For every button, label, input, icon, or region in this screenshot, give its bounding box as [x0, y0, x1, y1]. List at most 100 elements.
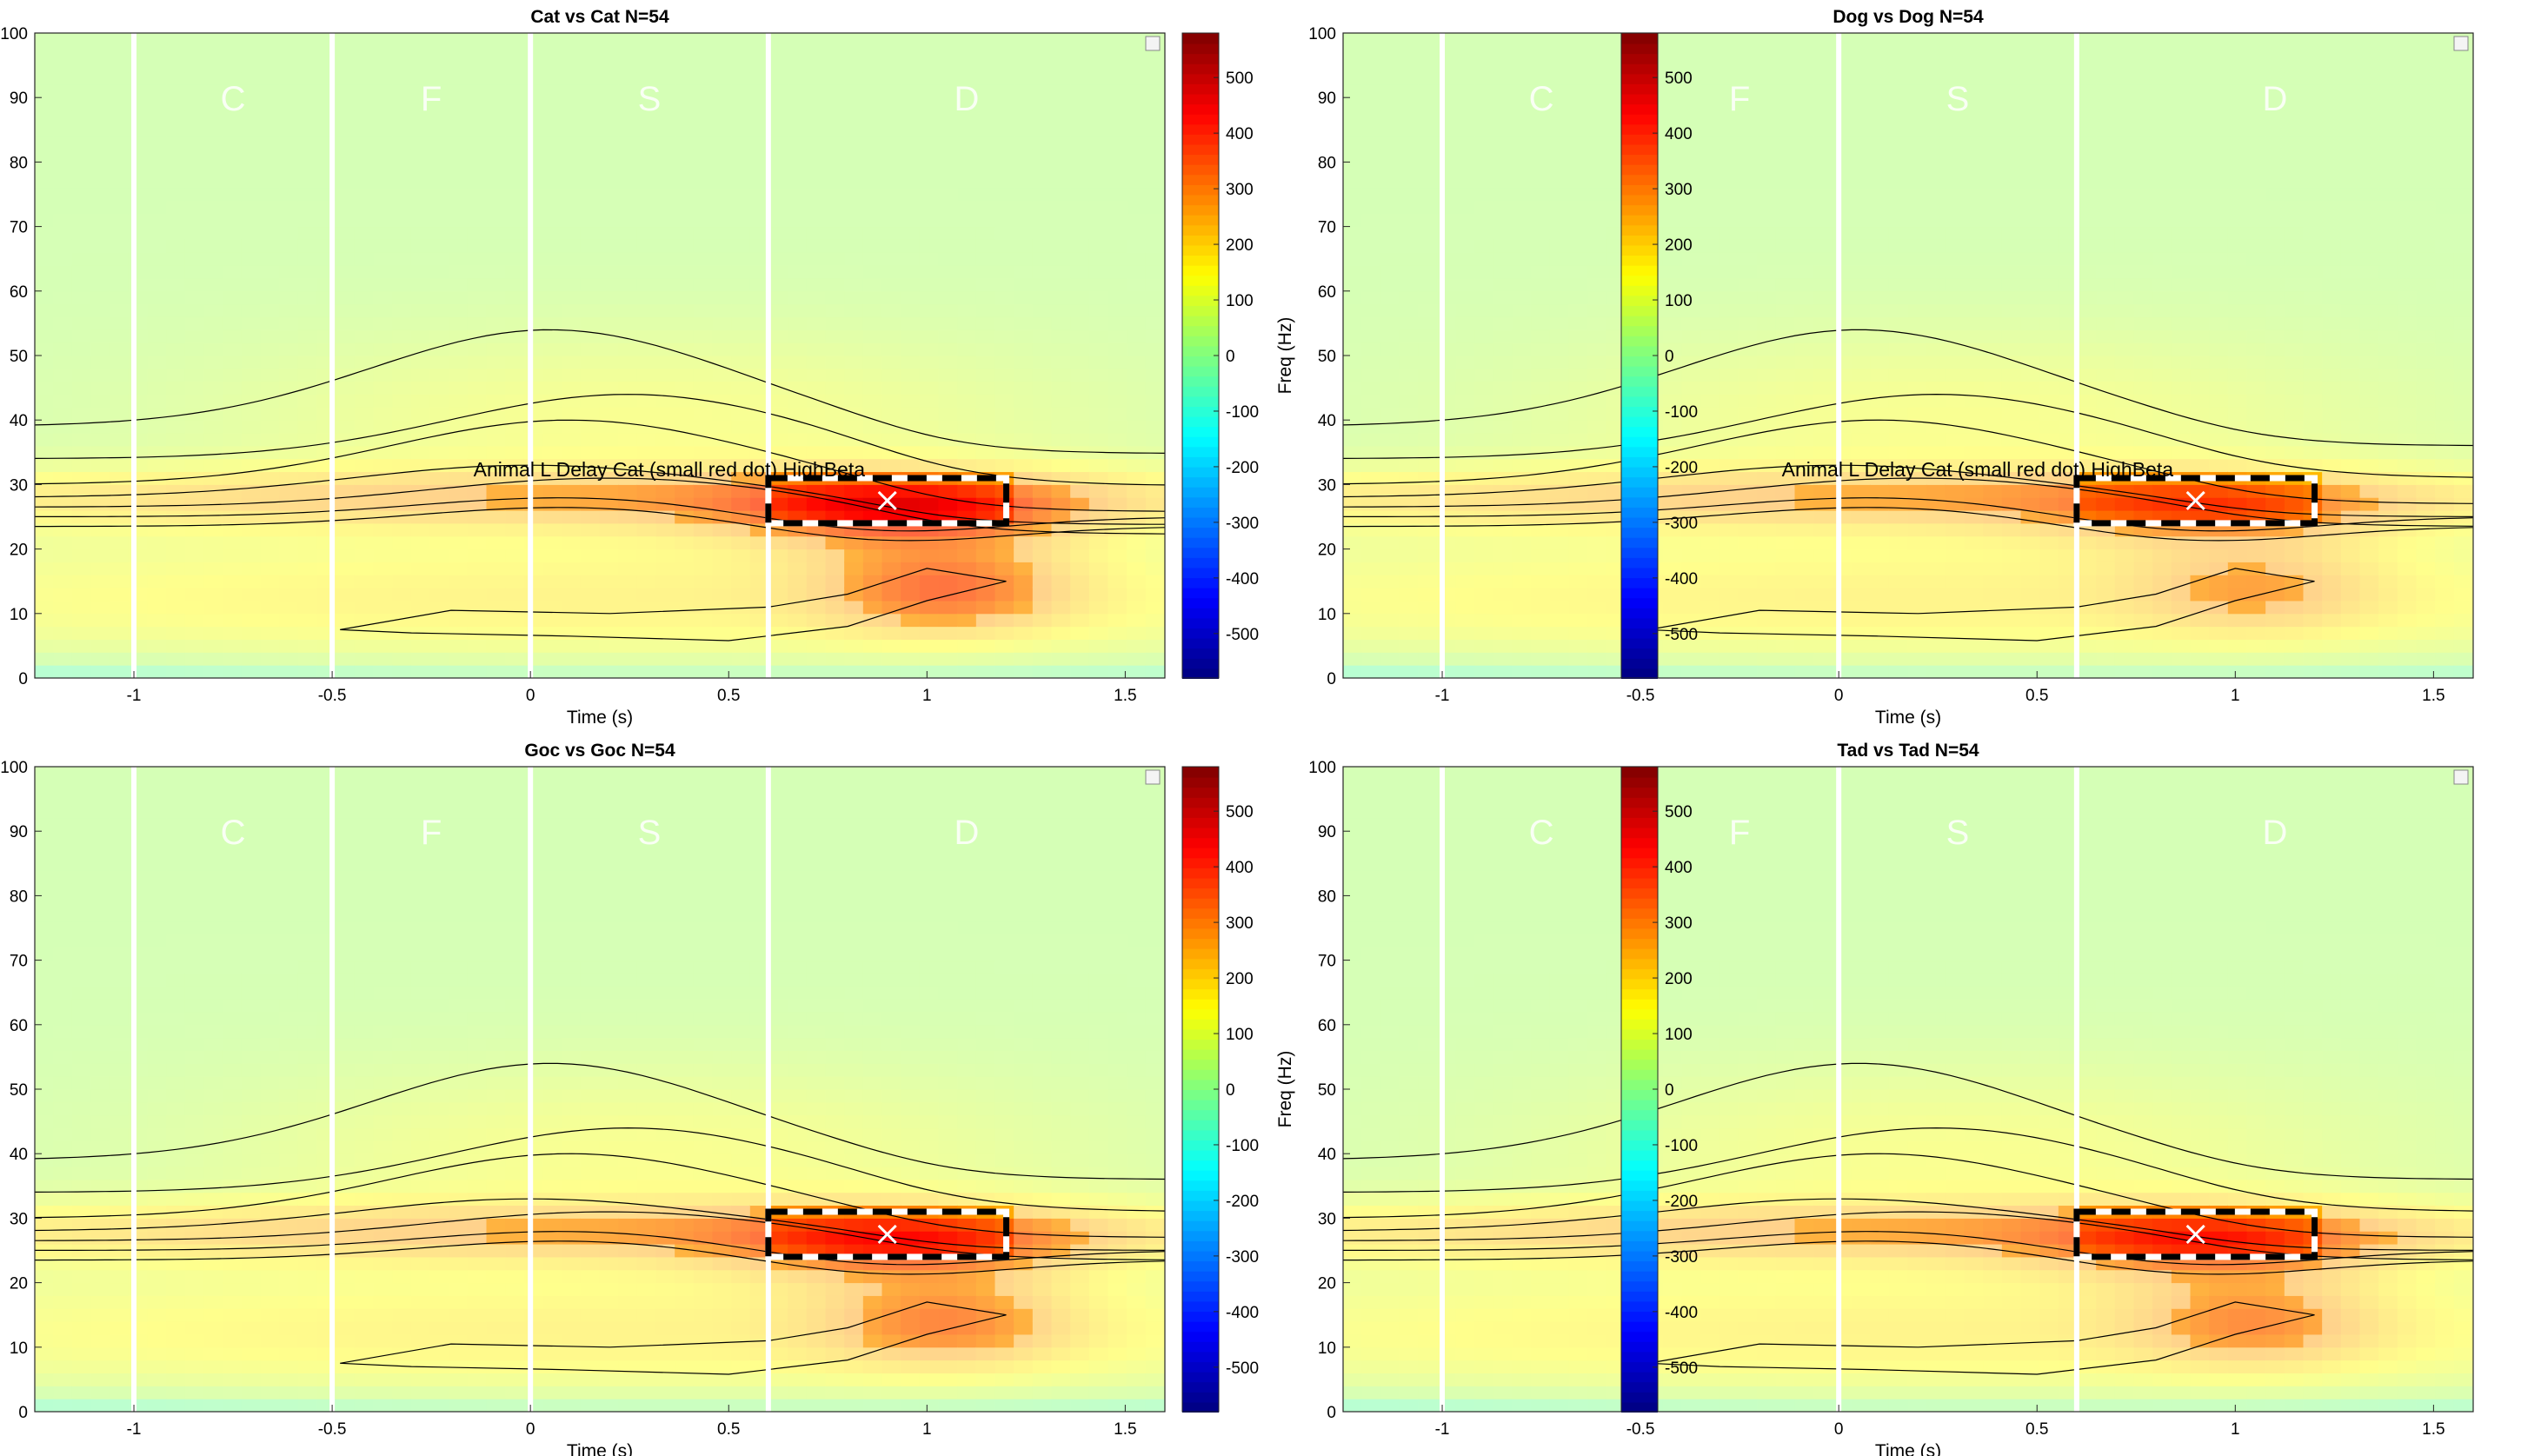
heatmap-cell [1719, 355, 1739, 369]
heatmap-cell [1870, 368, 1890, 382]
heatmap-cell [241, 96, 262, 111]
heatmap-cell [505, 136, 525, 150]
heatmap-cell [166, 613, 186, 628]
heatmap-cell [542, 471, 563, 485]
heatmap-cell [71, 574, 92, 588]
heatmap-cell [994, 200, 1015, 215]
heatmap-cell [1888, 664, 1909, 679]
heatmap-cell [1738, 149, 1759, 163]
heatmap-cell [1108, 574, 1128, 588]
heatmap-cell [184, 496, 205, 511]
heatmap-cell [1587, 238, 1607, 253]
heatmap-cell [1775, 587, 1796, 602]
heatmap-cell [1587, 394, 1607, 408]
heatmap-cell [825, 226, 846, 240]
heatmap-cell [373, 613, 394, 628]
heatmap-cell [1531, 136, 1551, 150]
heatmap-cell [1380, 445, 1400, 460]
heatmap-cell [731, 613, 751, 628]
heatmap-cell [975, 316, 996, 330]
heatmap-cell [1108, 161, 1128, 176]
heatmap-cell [693, 303, 714, 317]
heatmap-cell [1700, 136, 1720, 150]
expand-icon[interactable] [1145, 36, 1161, 51]
heatmap-cell [1051, 638, 1072, 653]
heatmap-cell [2001, 303, 2022, 317]
heatmap-cell [336, 290, 356, 305]
heatmap-cell [881, 458, 902, 473]
heatmap-cell [336, 200, 356, 215]
heatmap-cell [1070, 600, 1090, 615]
heatmap-cell [1108, 213, 1128, 228]
heatmap-cell [675, 83, 695, 98]
heatmap-cell [241, 187, 262, 202]
heatmap-cell [505, 613, 525, 628]
heatmap-cell [825, 303, 846, 317]
heatmap-cell [90, 664, 111, 679]
heatmap-cell [110, 561, 130, 575]
heatmap-cell [919, 110, 940, 124]
heatmap-cell [788, 277, 808, 292]
heatmap-cell [1832, 613, 1853, 628]
heatmap-cell [901, 238, 921, 253]
heatmap-cell [1983, 123, 2003, 137]
heatmap-cell [241, 32, 262, 47]
heatmap-cell [542, 213, 563, 228]
heatmap-cell [1945, 381, 1966, 396]
heatmap-cell [1014, 664, 1034, 679]
heatmap-cell [1418, 368, 1438, 382]
heatmap-cell [467, 200, 488, 215]
heatmap-cell [994, 277, 1015, 292]
heatmap-cell [1832, 355, 1853, 369]
heatmap-cell [618, 71, 638, 85]
heatmap-cell [1945, 303, 1966, 317]
heatmap-cell [825, 58, 846, 73]
heatmap-cell [184, 174, 205, 189]
heatmap-cell [1014, 638, 1034, 653]
heatmap-cell [562, 432, 582, 447]
heatmap-cell [90, 368, 111, 382]
heatmap-cell [1587, 303, 1607, 317]
heatmap-cell [1455, 432, 1476, 447]
heatmap-cell [1794, 316, 1815, 330]
heatmap-cell [467, 45, 488, 60]
heatmap-cell [147, 574, 168, 588]
heatmap-cell [1014, 342, 1034, 356]
heatmap-cell [881, 419, 902, 434]
heatmap-cell [1127, 355, 1147, 369]
heatmap-cell [2001, 329, 2022, 343]
heatmap-cell [34, 110, 55, 124]
heatmap-cell [1512, 535, 1533, 550]
heatmap-cell [373, 110, 394, 124]
heatmap-cell [1418, 432, 1438, 447]
heatmap-cell [449, 251, 469, 266]
heatmap-cell [1455, 368, 1476, 382]
heatmap-cell [354, 406, 375, 421]
heatmap-cell [675, 161, 695, 176]
heatmap-cell [1531, 381, 1551, 396]
heatmap-cell [1088, 290, 1109, 305]
heatmap-cell [1014, 406, 1034, 421]
heatmap-cell [1851, 483, 1872, 498]
heatmap-cell [1775, 71, 1796, 85]
heatmap-cell [675, 238, 695, 253]
heatmap-cell [806, 161, 827, 176]
heatmap-cell [1108, 238, 1128, 253]
heatmap-cell [34, 200, 55, 215]
heatmap-cell [655, 355, 676, 369]
heatmap-cell [975, 419, 996, 434]
heatmap-cell [768, 32, 789, 47]
colorbar-segment [1182, 73, 1219, 84]
heatmap-cell [279, 187, 299, 202]
heatmap-cell [279, 664, 299, 679]
heatmap-cell [655, 587, 676, 602]
heatmap-cell [542, 483, 563, 498]
heatmap-cell [410, 394, 431, 408]
heatmap-cell [166, 548, 186, 562]
heatmap-cell [844, 290, 864, 305]
heatmap-cell [279, 45, 299, 60]
heatmap-cell [1775, 535, 1796, 550]
heatmap-cell [636, 496, 657, 511]
heatmap-cell [1455, 496, 1476, 511]
heatmap-cell [1032, 587, 1053, 602]
